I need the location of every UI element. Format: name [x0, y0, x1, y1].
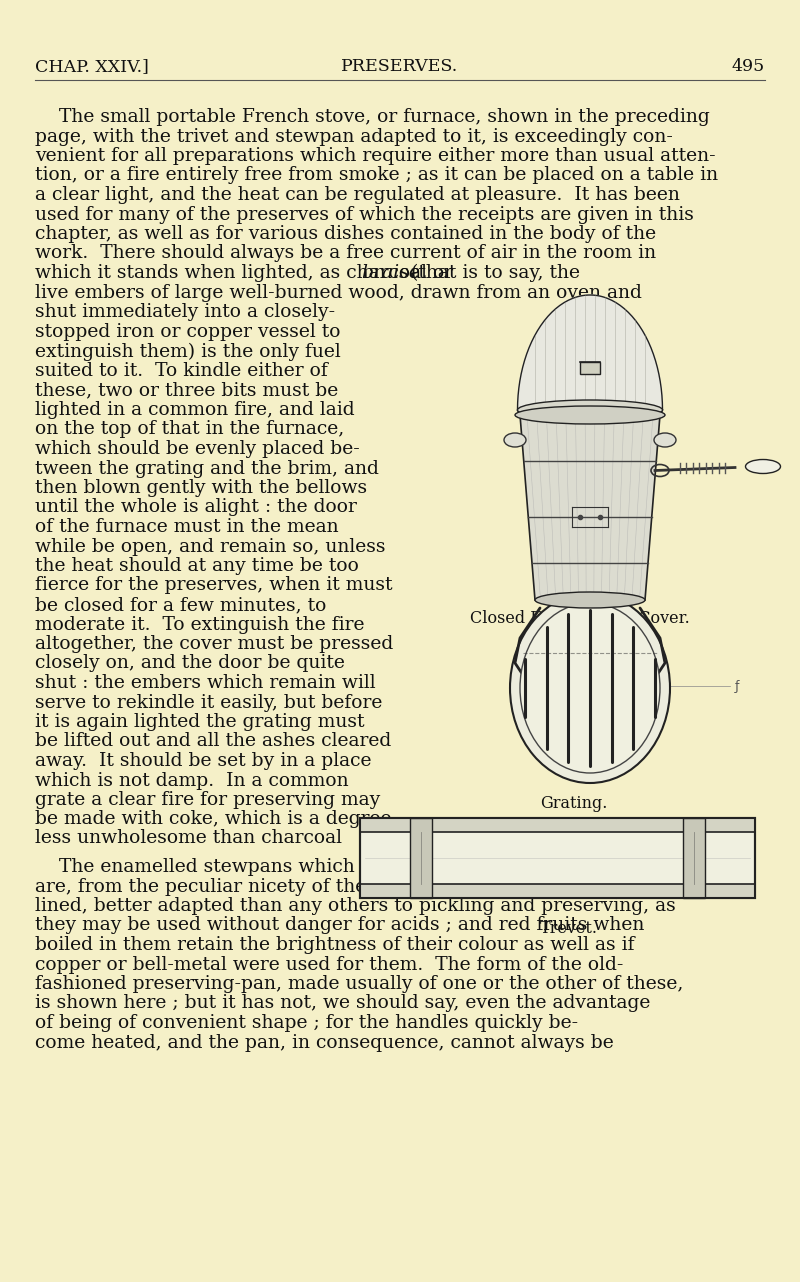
Bar — [360, 885, 755, 897]
Text: Grating.: Grating. — [540, 795, 607, 812]
Text: moderate it.  To extinguish the fire: moderate it. To extinguish the fire — [35, 615, 365, 633]
Text: Trevet.: Trevet. — [540, 920, 598, 937]
Text: which is not damp.  In a common: which is not damp. In a common — [35, 772, 349, 790]
Text: braise: braise — [362, 264, 420, 282]
Text: shut immediately into a closely-: shut immediately into a closely- — [35, 303, 335, 320]
Ellipse shape — [535, 592, 645, 608]
Text: stopped iron or copper vessel to: stopped iron or copper vessel to — [35, 323, 341, 341]
Text: ƒ: ƒ — [735, 679, 739, 694]
Text: they may be used without danger for acids ; and red fruits when: they may be used without danger for acid… — [35, 917, 644, 935]
Text: boiled in them retain the brightness of their colour as well as if: boiled in them retain the brightness of … — [35, 936, 634, 954]
Text: it is again lighted the grating must: it is again lighted the grating must — [35, 713, 365, 731]
Text: serve to rekindle it easily, but before: serve to rekindle it easily, but before — [35, 694, 382, 712]
Text: until the whole is alight : the door: until the whole is alight : the door — [35, 499, 357, 517]
Text: a clear light, and the heat can be regulated at pleasure.  It has been: a clear light, and the heat can be regul… — [35, 186, 680, 204]
Text: which should be evenly placed be-: which should be evenly placed be- — [35, 440, 360, 458]
Ellipse shape — [746, 459, 781, 473]
Text: suited to it.  To kindle either of: suited to it. To kindle either of — [35, 362, 328, 379]
Text: 495: 495 — [732, 58, 765, 76]
Text: these, two or three bits must be: these, two or three bits must be — [35, 382, 338, 400]
Text: is shown here ; but it has not, we should say, even the advantage: is shown here ; but it has not, we shoul… — [35, 995, 650, 1013]
Text: away.  It should be set by in a place: away. It should be set by in a place — [35, 753, 371, 770]
Text: chapter, as well as for various dishes contained in the body of the: chapter, as well as for various dishes c… — [35, 226, 656, 244]
Text: fashioned preserving-pan, made usually of one or the other of these,: fashioned preserving-pan, made usually o… — [35, 976, 683, 994]
Text: work.  There should always be a free current of air in the room in: work. There should always be a free curr… — [35, 245, 656, 263]
Text: live embers of large well-burned wood, drawn from an oven and: live embers of large well-burned wood, d… — [35, 283, 642, 301]
Text: on the top of that in the furnace,: on the top of that in the furnace, — [35, 420, 344, 438]
Text: extinguish them) is the only fuel: extinguish them) is the only fuel — [35, 342, 341, 360]
Text: of being of convenient shape ; for the handles quickly be-: of being of convenient shape ; for the h… — [35, 1014, 578, 1032]
Text: be made with coke, which is a degree: be made with coke, which is a degree — [35, 810, 391, 828]
Ellipse shape — [654, 433, 676, 447]
Text: venient for all preparations which require either more than usual atten-: venient for all preparations which requi… — [35, 147, 716, 165]
Text: be closed for a few minutes, to: be closed for a few minutes, to — [35, 596, 326, 614]
Text: while be open, and remain so, unless: while be open, and remain so, unless — [35, 537, 386, 555]
Text: PRESERVES.: PRESERVES. — [342, 58, 458, 76]
Text: come heated, and the pan, in consequence, cannot always be: come heated, and the pan, in consequence… — [35, 1033, 614, 1051]
Ellipse shape — [518, 400, 662, 420]
Text: used for many of the preserves of which the receipts are given in this: used for many of the preserves of which … — [35, 205, 694, 223]
Text: fierce for the preserves, when it must: fierce for the preserves, when it must — [35, 577, 393, 595]
Ellipse shape — [515, 406, 665, 424]
Text: The small portable French stove, or furnace, shown in the preceding: The small portable French stove, or furn… — [35, 108, 710, 126]
Text: lined, better adapted than any others to pickling and preserving, as: lined, better adapted than any others to… — [35, 897, 676, 915]
Text: which it stands when lighted, as charcoal or: which it stands when lighted, as charcoa… — [35, 264, 459, 282]
Bar — [360, 818, 755, 897]
Bar — [410, 818, 432, 897]
Ellipse shape — [520, 603, 660, 773]
Bar — [580, 362, 600, 374]
Text: (that is to say, the: (that is to say, the — [405, 264, 580, 282]
Text: page, with the trivet and stewpan adapted to it, is exceedingly con-: page, with the trivet and stewpan adapte… — [35, 127, 673, 145]
Bar — [360, 818, 755, 832]
Text: the heat should at any time be too: the heat should at any time be too — [35, 556, 359, 576]
Text: Closed Furnace and Cover.: Closed Furnace and Cover. — [470, 610, 690, 627]
Ellipse shape — [510, 594, 670, 783]
Text: The enamelled stewpans which have now come into general use,: The enamelled stewpans which have now co… — [35, 858, 672, 876]
Text: grate a clear fire for preserving may: grate a clear fire for preserving may — [35, 791, 380, 809]
Text: tween the grating and the brim, and: tween the grating and the brim, and — [35, 459, 379, 477]
Text: tion, or a fire entirely free from smoke ; as it can be placed on a table in: tion, or a fire entirely free from smoke… — [35, 167, 718, 185]
Bar — [360, 818, 755, 897]
Text: then blown gently with the bellows: then blown gently with the bellows — [35, 479, 367, 497]
Polygon shape — [520, 415, 660, 600]
Bar — [683, 818, 705, 897]
Text: lighted in a common fire, and laid: lighted in a common fire, and laid — [35, 401, 354, 419]
Polygon shape — [518, 295, 662, 420]
Text: be lifted out and all the ashes cleared: be lifted out and all the ashes cleared — [35, 732, 391, 750]
Text: shut : the embers which remain will: shut : the embers which remain will — [35, 674, 376, 692]
Text: closely on, and the door be quite: closely on, and the door be quite — [35, 655, 345, 673]
Text: less unwholesome than charcoal: less unwholesome than charcoal — [35, 829, 342, 847]
Text: altogether, the cover must be pressed: altogether, the cover must be pressed — [35, 635, 394, 653]
Ellipse shape — [504, 433, 526, 447]
Text: of the furnace must in the mean: of the furnace must in the mean — [35, 518, 338, 536]
Text: copper or bell-metal were used for them.  The form of the old-: copper or bell-metal were used for them.… — [35, 955, 623, 973]
Text: are, from the peculiar nicety of the composition with which they are: are, from the peculiar nicety of the com… — [35, 877, 681, 896]
Text: CHAP. XXIV.]: CHAP. XXIV.] — [35, 58, 149, 76]
